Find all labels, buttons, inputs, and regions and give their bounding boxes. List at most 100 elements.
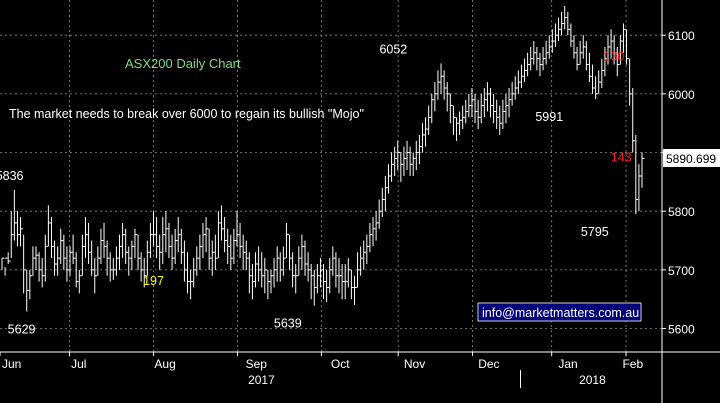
ohlc-bar <box>539 52 543 77</box>
ohlc-bar <box>465 99 469 124</box>
ohlc-bar <box>394 146 398 176</box>
ohlc-bar <box>54 240 58 276</box>
annotation-label: 6052 <box>379 42 407 56</box>
ohlc-bar <box>434 82 438 112</box>
ohlc-bar <box>601 58 605 88</box>
ohlc-bar <box>554 23 558 47</box>
ohlc-bar <box>316 264 320 294</box>
x-month-label: Feb <box>622 357 643 371</box>
x-month-label: Aug <box>154 357 175 371</box>
ohlc-bar <box>109 252 113 282</box>
x-year-label: 2018 <box>579 373 606 387</box>
ohlc-bar <box>598 70 602 94</box>
ohlc-bar <box>295 264 299 294</box>
ohlc-bar <box>585 41 589 71</box>
ohlc-bar <box>595 76 599 100</box>
ohlc-bar <box>536 46 540 71</box>
ohlc-bar <box>236 211 240 247</box>
ohlc-bar <box>462 105 466 130</box>
ohlc-bar <box>564 5 568 30</box>
y-axis: 5600570058005900600061005890.699 <box>661 0 720 403</box>
chart-title: ASX200 Daily Chart <box>125 56 241 71</box>
ohlc-bar <box>357 252 361 288</box>
ohlc-bar <box>29 269 33 300</box>
watermark-text: info@marketmatters.com.au <box>482 306 639 320</box>
ohlc-bar <box>41 258 45 288</box>
ohlc-bar <box>446 82 450 112</box>
ohlc-bar <box>400 152 404 182</box>
ohlc-bar <box>511 82 515 106</box>
ohlc-bar <box>313 269 317 306</box>
ohlc-bar <box>421 123 425 153</box>
ohlc-bar <box>84 217 88 259</box>
ohlc-bar <box>103 222 107 259</box>
ohlc-bar <box>255 252 259 288</box>
ohlc-bar <box>301 234 305 270</box>
ohlc-bar <box>350 269 354 300</box>
ohlc-bar <box>520 64 524 88</box>
ohlc-bar <box>279 252 283 282</box>
ohlc-bar <box>177 217 181 253</box>
ohlc-bar <box>604 46 608 77</box>
ohlc-bar <box>570 23 574 47</box>
ohlc-bar <box>270 269 274 294</box>
x-month-label: Jun <box>2 357 21 371</box>
ohlc-bar <box>471 88 475 118</box>
ohlc-bar <box>468 93 472 118</box>
ohlc-bar <box>372 217 376 247</box>
ohlc-bar <box>242 234 246 270</box>
ohlc-bar <box>50 217 54 259</box>
ohlc-bar <box>341 264 345 300</box>
ohlc-bar <box>588 52 592 83</box>
ohlc-bar <box>112 258 116 280</box>
x-month-label: Jul <box>71 357 86 371</box>
ohlc-bar <box>140 252 144 282</box>
annotation-label: 197 <box>143 274 164 288</box>
ohlc-bar <box>610 29 614 59</box>
ohlc-bar <box>397 140 401 171</box>
ohlc-bar <box>23 234 27 294</box>
ohlc-bar <box>440 63 444 94</box>
ohlc-bar <box>415 140 419 171</box>
ohlc-bar <box>412 152 416 176</box>
last-price-badge <box>663 148 720 167</box>
ohlc-bar <box>363 240 367 270</box>
ohlc-bar <box>635 134 639 215</box>
ohlc-bar <box>35 246 39 270</box>
ohlc-bar <box>26 269 30 312</box>
ohlc-bar <box>47 205 51 247</box>
ohlc-bar <box>190 269 194 300</box>
x-axis: Jun Jul Aug Sep Oct Nov Dec Jan Feb 2017 2018 <box>0 351 720 388</box>
ohlc-bar <box>319 258 323 288</box>
ohlc-bar <box>165 211 169 253</box>
ohlc-bar <box>125 228 129 264</box>
last-price-label: 5890.699 <box>666 152 716 166</box>
ohlc-bar <box>196 246 200 276</box>
ohlc-bar <box>567 11 571 36</box>
ohlc-bar <box>323 264 327 300</box>
ohlc-bar <box>211 240 215 276</box>
ohlc-bar <box>282 246 286 276</box>
ohlc-bar <box>409 146 413 176</box>
ohlc-bar <box>514 76 518 100</box>
annotations: 5836562919756396052615059911301435795inf… <box>0 42 642 337</box>
ohlc-bar <box>607 35 611 65</box>
ohlc-bar <box>298 246 302 276</box>
ohlc-bar <box>366 234 370 264</box>
ohlc-bar <box>159 234 163 270</box>
ohlc-bar <box>573 35 577 59</box>
ohlc-bar <box>174 228 178 264</box>
ohlc-bar <box>622 23 626 53</box>
ohlc-bar <box>292 252 296 288</box>
ohlc-bar <box>72 234 76 264</box>
ohlc-bar <box>115 246 119 276</box>
ohlc-bar <box>187 252 191 294</box>
ohlc-bar <box>561 11 565 36</box>
ohlc-bar <box>20 217 24 247</box>
ohlc-bar <box>375 211 379 241</box>
ohlc-bar <box>97 246 101 276</box>
ohlc-bar <box>276 246 280 282</box>
ohlc-bar <box>425 117 429 147</box>
ohlc-bar <box>205 217 209 253</box>
